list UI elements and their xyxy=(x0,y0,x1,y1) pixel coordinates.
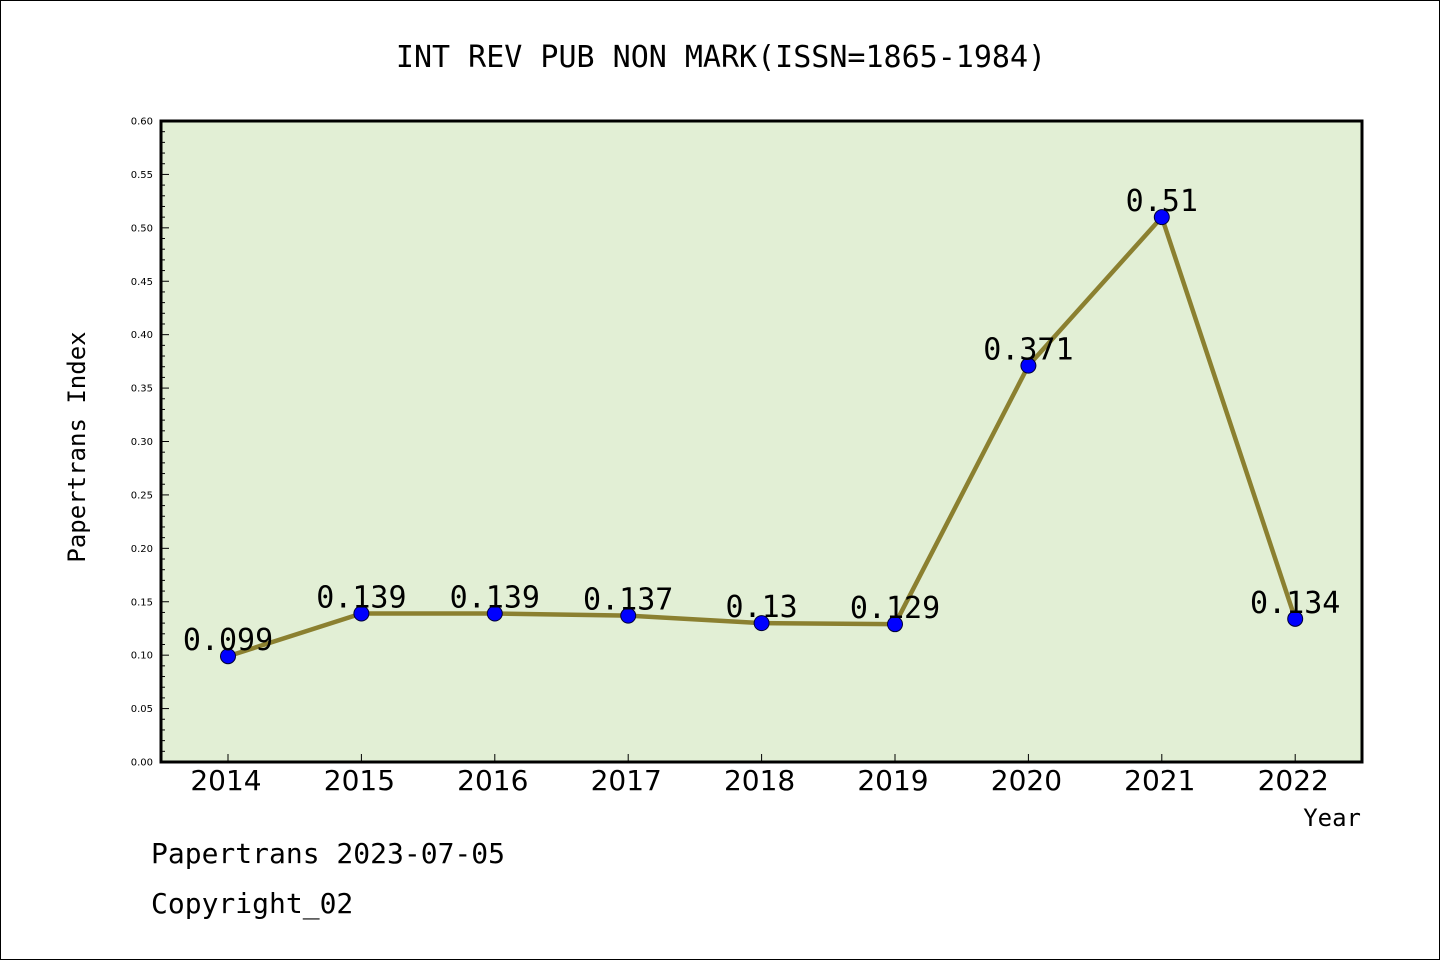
data-label: 0.137 xyxy=(583,583,673,618)
y-tick-label: 0.50 xyxy=(131,223,153,234)
plot-area xyxy=(161,121,1362,762)
x-tick-label: 2015 xyxy=(324,764,395,797)
data-point xyxy=(753,615,770,632)
x-tick-label: 2020 xyxy=(991,764,1062,797)
x-tick-label: 2014 xyxy=(190,764,261,797)
y-tick-label: 0.35 xyxy=(131,384,153,395)
x-tick-label: 2022 xyxy=(1258,764,1329,797)
data-label: 0.13 xyxy=(725,590,797,625)
data-label: 0.099 xyxy=(183,623,273,658)
data-label: 0.139 xyxy=(316,581,406,616)
data-point xyxy=(887,616,903,633)
data-point xyxy=(1020,357,1037,374)
plot-border xyxy=(159,119,1364,764)
data-point xyxy=(220,648,236,665)
data-labels: 0.099 0.139 0.139 0.137 0.13 0.129 0.371 0.51 0.… xyxy=(183,184,1341,658)
y-tick-label: 0.40 xyxy=(131,330,153,341)
x-tick-label: 2017 xyxy=(591,764,662,797)
data-label: 0.129 xyxy=(850,591,940,626)
data-point xyxy=(620,607,637,624)
x-tick-label: 2021 xyxy=(1124,764,1195,797)
x-tick-label: 2018 xyxy=(724,764,795,797)
data-label: 0.139 xyxy=(450,581,540,616)
data-point xyxy=(353,605,370,622)
y-tick-label: 0.00 xyxy=(131,758,153,769)
y-tick-label: 0.10 xyxy=(131,651,153,662)
y-tick-label: 0.45 xyxy=(131,277,153,288)
data-label: 0.371 xyxy=(983,333,1073,368)
x-tick-label: 2019 xyxy=(857,764,928,797)
data-points xyxy=(220,209,1304,665)
chart-title: INT REV PUB NON MARK(ISSN=1865-1984) xyxy=(396,40,1046,75)
footer-copyright: Copyright_02 xyxy=(151,887,354,920)
y-axis-label: Papertrans Index xyxy=(63,331,91,562)
y-tick-label: 0.30 xyxy=(131,437,153,448)
data-point xyxy=(1287,610,1304,627)
y-tick-label: 0.25 xyxy=(131,490,153,501)
x-axis: 2014 2015 2016 2017 2018 2019 2020 2021 2022 xyxy=(190,754,1329,797)
y-tick-label: 0.05 xyxy=(131,704,153,715)
data-label: 0.134 xyxy=(1250,586,1340,621)
y-tick-label: 0.20 xyxy=(131,544,153,555)
x-tick-label: 2016 xyxy=(457,764,528,797)
x-axis-label: Year xyxy=(1303,804,1361,832)
data-label: 0.51 xyxy=(1126,184,1198,219)
y-tick-label: 0.15 xyxy=(131,597,153,608)
y-tick-label: 0.60 xyxy=(131,117,153,128)
y-tick-label: 0.55 xyxy=(131,170,153,181)
y-axis: 0.00 0.05 0.10 0.15 0.20 0.25 0.30 0.35 0.40 0.45… xyxy=(131,117,169,769)
data-point xyxy=(486,605,503,622)
footer-date: Papertrans 2023-07-05 xyxy=(151,837,506,870)
data-point xyxy=(1153,209,1170,226)
